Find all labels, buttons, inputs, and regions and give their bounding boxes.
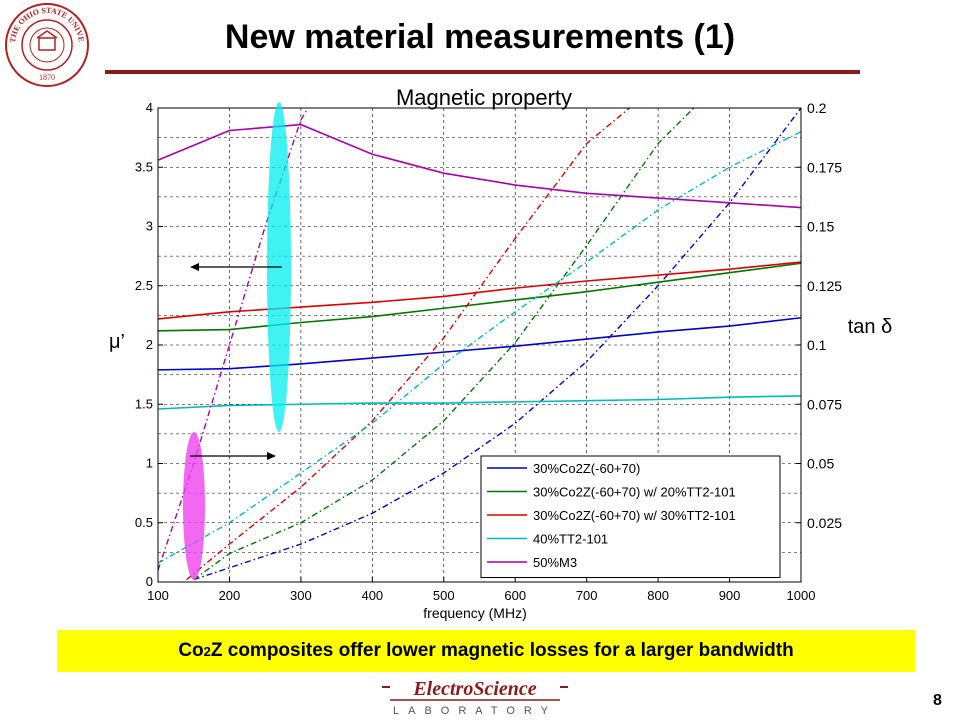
y2-tick-label: 0.125 [807,278,842,294]
x-tick-label: 400 [361,588,383,603]
page-number: 8 [933,692,942,709]
legend-entry-2: 30%Co2Z(-60+70) w/ 20%TT2-101 [533,485,736,500]
y-tick-label: 1 [146,456,153,471]
x-tick-label: 800 [647,588,669,603]
series-tan-line-5 [158,108,309,571]
chart-title: Magnetic property [396,85,572,110]
legend-box [480,455,781,578]
y-tick-label: 0 [146,574,153,589]
x-tick-label: 500 [433,588,455,603]
y-tick-label: 0.5 [135,515,153,530]
legend-entry-1: 30%Co2Z(-60+70) [533,461,640,476]
banner-text-post: Z composites offer lower magnetic losses… [210,640,794,661]
series-mu-line-3 [158,261,801,320]
logo-name: ElectroScience [412,678,536,700]
university-seal: THE OHIO STATE UNIVERSITY 1870 [4,2,89,87]
series-tan-line-2 [193,108,695,581]
y2-tick-label: 0.2 [807,100,827,116]
x-tick-label: 700 [576,588,598,603]
y-tick-label: 1.5 [135,396,153,411]
series-tan-line-4 [158,131,801,564]
y-tick-label: 2 [146,337,153,352]
y2-tick-label: 0.05 [807,456,834,472]
y-tick-label: 3.5 [135,159,153,174]
x-axis-label: frequency (MHz) [423,605,526,621]
series-mu-line-1 [158,316,801,371]
series-mu-line-5 [158,123,801,209]
left-arrow [190,263,282,271]
x-tick-label: 200 [219,588,241,603]
y2-tick-label: 0.1 [807,337,827,353]
legend-entry-5: 50%M3 [533,555,577,570]
chart-legend: 30%Co2Z(-60+70) 30%Co2Z(-60+70) w/ 20%TT2… [480,455,781,578]
x-tick-label: 300 [290,588,312,603]
banner-subscript: 2 [203,643,211,659]
banner-text-pre: Co [178,640,204,661]
series-mu-line-4 [158,395,801,410]
series-tan-line-3 [186,108,630,581]
y2-tick-label: 0.025 [807,515,842,531]
y-tick-label: 3 [146,219,153,234]
y-axis-label: μ’ [109,331,125,353]
y2-tick-label: 0.175 [807,159,842,175]
title-divider [105,70,860,74]
y-tick-label: 4 [146,100,153,115]
y2-tick-label: 0.15 [807,219,834,235]
slide-title: New material measurements (1) [224,18,736,56]
magenta-highlight-ellipse [183,432,205,580]
y-tick-label: 2.5 [135,278,153,293]
logo-subtitle: LABORATORY [393,705,557,717]
conclusion-banner: Co 2 Z composites offer lower magnetic los… [57,630,915,672]
legend-entry-3: 30%Co2Z(-60+70) w/ 30%TT2-101 [533,508,736,523]
y2-tick-label: 0.075 [807,396,842,412]
x-tick-label: 600 [504,588,526,603]
y2-axis-label: tan δ [848,316,893,338]
series-tan-line-1 [193,108,801,581]
x-tick-label: 900 [719,588,741,603]
x-tick-label: 100 [147,588,169,603]
series-mu-line-2 [158,262,801,332]
legend-entry-4: 40%TT2-101 [533,532,608,547]
electroscience-lab-logo: ElectroScience LABORATORY [382,678,568,717]
x-tick-label: 1000 [787,588,816,603]
magnetic-property-chart: Magnetic property 100 200 300 400 500 600 700 8… [109,85,893,621]
seal-year: 1870 [39,73,55,82]
right-arrow [190,452,276,460]
